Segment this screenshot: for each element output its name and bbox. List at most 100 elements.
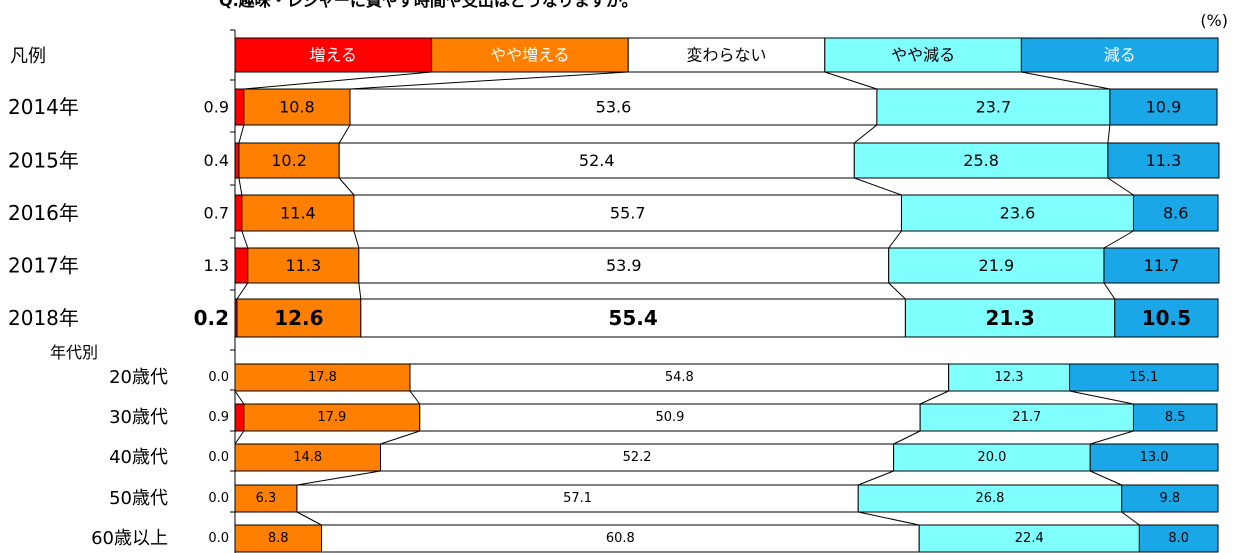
data-label: 60.8 — [606, 531, 635, 546]
connector-line — [824, 71, 878, 90]
connector-line — [234, 390, 245, 405]
bar-segment — [296, 484, 859, 513]
connector-line — [1069, 390, 1134, 405]
bar-segment — [1069, 363, 1219, 392]
connector-line — [358, 282, 362, 300]
legend-swatch — [234, 37, 433, 73]
legend-item-label: 増える — [310, 46, 358, 65]
category-label: 60歳以上 — [91, 528, 168, 549]
legend-item-label: やや減る — [891, 46, 955, 65]
data-label: 11.7 — [1144, 256, 1180, 275]
bar-segment — [1114, 298, 1219, 338]
bar-segment — [1103, 247, 1220, 284]
data-label: 53.6 — [596, 98, 632, 117]
bar-segment — [247, 247, 360, 284]
data-label-outside: 0.7 — [204, 204, 229, 223]
legend-swatch — [1020, 37, 1219, 73]
data-label-outside: 0.9 — [208, 410, 229, 425]
data-label: 10.2 — [271, 151, 307, 170]
connector-line — [238, 124, 245, 144]
data-label: 15.1 — [1129, 370, 1158, 385]
bar-segment — [904, 298, 1116, 338]
bar-segment — [234, 484, 298, 513]
category-label: 50歳代 — [109, 488, 168, 509]
legend-item-label: やや増える — [490, 46, 570, 65]
connector-line — [858, 470, 894, 486]
bar-segment — [238, 142, 340, 179]
connector-line — [853, 124, 878, 144]
bar-segment — [948, 363, 1071, 392]
data-label: 17.9 — [317, 410, 346, 425]
data-label-outside: 0.0 — [208, 370, 229, 385]
legend-swatch — [627, 37, 826, 73]
bar-segment — [234, 363, 411, 392]
connector-line — [1121, 511, 1140, 526]
category-label: 2017年 — [8, 254, 79, 278]
data-label: 55.4 — [608, 306, 657, 330]
bar-segment — [321, 524, 920, 553]
connector-line — [1107, 124, 1111, 144]
data-label: 52.2 — [623, 450, 652, 465]
connector-line — [858, 511, 920, 526]
data-label: 8.0 — [1168, 531, 1189, 546]
connector-line — [1090, 470, 1122, 486]
category-label: 2018年 — [8, 306, 79, 330]
bar-segment — [241, 194, 355, 232]
category-label: 2014年 — [8, 95, 79, 119]
bar-segment — [1107, 142, 1220, 179]
data-label: 25.8 — [963, 151, 999, 170]
connector-line — [349, 71, 629, 90]
data-label: 52.4 — [579, 151, 615, 170]
connector-line — [888, 230, 902, 249]
data-label: 11.4 — [280, 204, 316, 223]
unit-label: (%) — [1200, 11, 1228, 30]
data-label: 26.8 — [975, 491, 1004, 506]
data-label: 11.3 — [1146, 151, 1182, 170]
bar-segment — [234, 247, 249, 284]
data-label: 9.8 — [1159, 491, 1180, 506]
connector-line — [1021, 71, 1110, 90]
data-label: 10.8 — [279, 98, 315, 117]
connector-line — [234, 430, 245, 445]
bar-segment — [236, 298, 362, 338]
data-label: 8.5 — [1165, 410, 1186, 425]
connector-line — [238, 177, 243, 196]
bar-segment — [1132, 403, 1218, 432]
bar-segment — [360, 298, 906, 338]
bar-segment — [234, 142, 240, 179]
chart-body: 増える やや増える 変わらない やや減る 減る 10.8 53.6 23.7 10.9 0.9 20… — [8, 29, 1220, 553]
connector-line — [241, 230, 249, 249]
data-label: 8.6 — [1163, 204, 1188, 223]
legend-swatch — [431, 37, 629, 73]
data-label-outside: 0.9 — [204, 98, 229, 117]
data-label-outside: 1.3 — [204, 256, 229, 275]
bar-segment — [857, 484, 1123, 513]
bar-segment — [853, 142, 1109, 179]
connector-line — [1090, 430, 1134, 445]
connector-line — [353, 230, 360, 249]
bar-segment — [234, 88, 245, 126]
chart-title: Q.趣味・レジャーに費やす時間や支出はどうなりますか。 — [219, 0, 638, 10]
data-label: 12.3 — [995, 370, 1024, 385]
bar-segment — [1132, 194, 1219, 232]
connector-line — [1103, 282, 1116, 300]
data-label-outside: 0.0 — [208, 491, 229, 506]
connector-line — [1107, 177, 1134, 196]
connector-line — [338, 177, 355, 196]
connector-line — [236, 282, 249, 300]
data-label: 17.8 — [308, 370, 337, 385]
bar-segment — [419, 403, 921, 432]
bar-segment — [409, 363, 950, 392]
data-label: 10.5 — [1142, 306, 1191, 330]
data-label: 23.6 — [1000, 204, 1036, 223]
data-label: 54.8 — [665, 370, 694, 385]
connector-line — [296, 511, 322, 526]
connector-line — [338, 124, 351, 144]
data-label: 53.9 — [606, 256, 642, 275]
data-label: 8.8 — [268, 531, 289, 546]
data-label: 12.6 — [274, 306, 323, 330]
data-label: 21.7 — [1012, 410, 1041, 425]
data-label: 22.4 — [1015, 531, 1044, 546]
data-label: 11.3 — [286, 256, 322, 275]
